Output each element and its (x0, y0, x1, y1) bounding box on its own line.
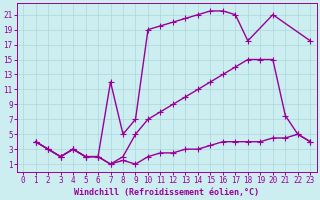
X-axis label: Windchill (Refroidissement éolien,°C): Windchill (Refroidissement éolien,°C) (74, 188, 259, 197)
